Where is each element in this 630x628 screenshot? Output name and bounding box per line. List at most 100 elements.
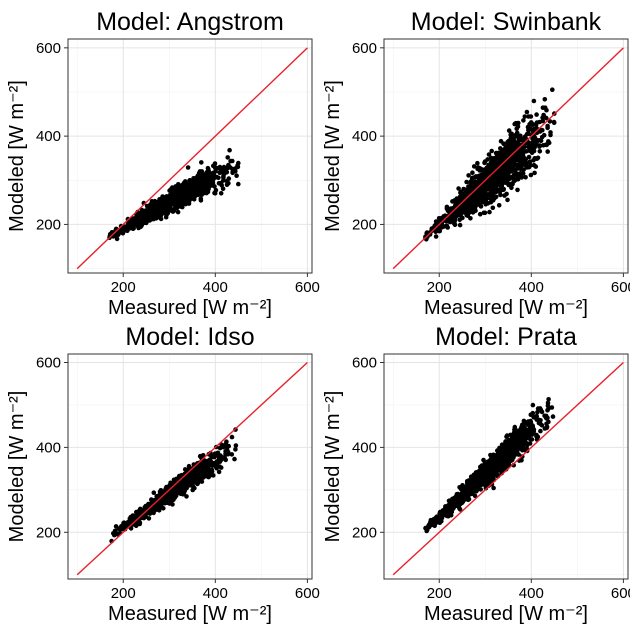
data-point: [439, 518, 444, 524]
data-point: [226, 176, 232, 181]
data-point: [146, 213, 151, 219]
data-point: [523, 157, 529, 162]
data-point: [516, 136, 521, 142]
data-point: [471, 198, 477, 203]
data-point: [491, 485, 496, 491]
data-point: [510, 450, 516, 455]
data-point: [218, 191, 224, 196]
data-point: [154, 211, 159, 216]
data-point: [124, 224, 130, 229]
data-point: [228, 158, 233, 164]
data-point: [500, 147, 506, 153]
data-point: [538, 138, 544, 143]
data-point: [498, 138, 504, 144]
data-point: [485, 157, 491, 162]
data-point: [117, 229, 123, 234]
data-point: [209, 454, 214, 460]
data-point: [219, 169, 224, 175]
data-point: [230, 168, 236, 174]
data-point: [528, 420, 533, 426]
data-point: [502, 174, 507, 180]
data-point: [209, 467, 214, 472]
x-tick-label: 200: [111, 279, 136, 296]
x-tick-label: 600: [295, 585, 320, 602]
data-point: [437, 509, 443, 515]
data-point: [199, 479, 205, 484]
data-point: [477, 476, 483, 481]
data-point: [190, 487, 195, 493]
data-point: [170, 502, 175, 507]
panel-border: [383, 38, 629, 274]
data-point: [433, 515, 439, 521]
data-point: [133, 222, 139, 227]
data-point: [433, 234, 439, 239]
data-point: [510, 133, 516, 139]
data-point: [462, 203, 468, 208]
data-point: [542, 413, 547, 419]
panel-border: [383, 353, 629, 580]
data-point: [458, 189, 464, 195]
data-point: [508, 458, 514, 464]
data-point: [229, 452, 235, 457]
data-point: [531, 98, 537, 104]
data-point: [541, 132, 547, 138]
data-point: [473, 208, 478, 214]
data-point: [195, 475, 201, 480]
data-point: [493, 183, 499, 188]
data-point: [530, 128, 536, 134]
data-point: [501, 186, 507, 192]
data-point: [120, 524, 126, 529]
data-point: [112, 531, 118, 537]
data-point: [526, 154, 532, 160]
data-point: [192, 476, 197, 481]
data-point: [517, 443, 522, 449]
data-point: [224, 439, 229, 445]
data-point: [176, 186, 182, 191]
data-point: [216, 181, 222, 186]
data-point: [479, 463, 485, 468]
y-tick-label: 600: [352, 40, 377, 57]
y-tick-label: 400: [36, 439, 61, 456]
data-point: [196, 181, 201, 187]
data-point: [509, 140, 515, 145]
data-point: [454, 200, 459, 206]
data-point: [182, 488, 188, 493]
data-point: [171, 195, 177, 201]
data-point: [466, 173, 471, 178]
data-point: [478, 202, 483, 208]
data-point: [537, 144, 542, 149]
data-points: [423, 397, 556, 534]
data-point: [112, 528, 118, 534]
reference-line: [392, 47, 624, 270]
chart-title: Model: Prata: [435, 323, 577, 351]
data-point: [182, 467, 188, 472]
data-point: [138, 224, 143, 229]
data-point: [153, 203, 158, 208]
data-point: [504, 191, 509, 197]
data-point: [506, 128, 512, 133]
data-point: [519, 163, 524, 168]
data-point: [478, 190, 484, 196]
data-point: [469, 176, 475, 181]
data-point: [487, 209, 492, 215]
data-point: [210, 170, 216, 176]
data-point: [181, 180, 187, 186]
data-point: [526, 429, 532, 434]
data-point: [501, 169, 507, 175]
data-point: [549, 405, 555, 410]
data-point: [153, 199, 158, 205]
chart-title: Model: Swinbank: [411, 8, 602, 36]
data-point: [225, 155, 230, 160]
data-point: [545, 125, 550, 131]
y-tick-label: 400: [352, 439, 377, 456]
data-point: [460, 215, 465, 221]
data-point: [173, 203, 179, 208]
data-point: [516, 435, 522, 441]
data-point: [482, 210, 488, 216]
data-point: [482, 473, 488, 478]
data-point: [542, 105, 548, 110]
data-point: [233, 447, 238, 452]
x-axis-label: Measured [W m⁻²]: [424, 297, 588, 319]
data-point: [175, 209, 181, 215]
data-point: [523, 175, 528, 180]
